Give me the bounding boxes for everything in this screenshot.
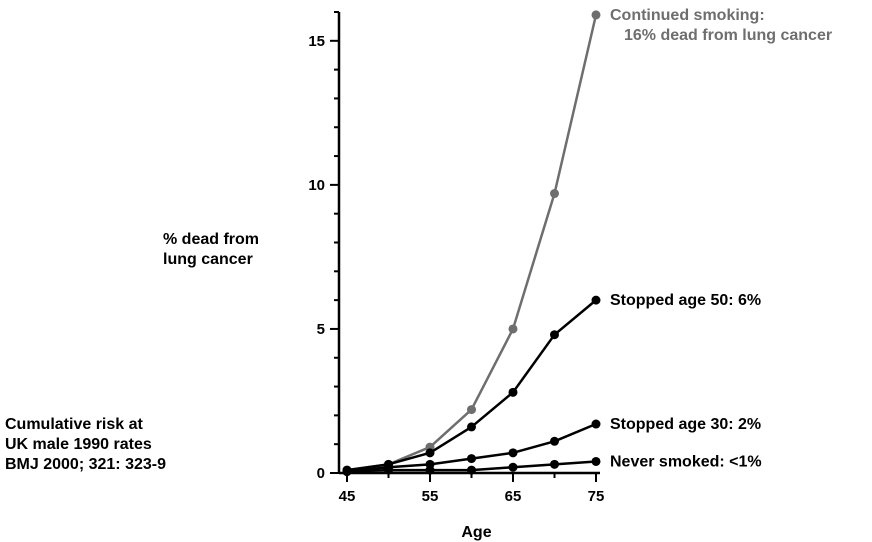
- series-1: [342, 10, 601, 475]
- y-axis-label-line-2: lung cancer: [163, 251, 253, 268]
- axes: 0 5 10 15 45 55 65 75 Age: [308, 11, 605, 541]
- series-2: [342, 295, 601, 475]
- data-point: [591, 456, 601, 466]
- y-axis-label-line-1: % dead from: [163, 231, 260, 248]
- data-point: [467, 465, 476, 475]
- y-tick-label: 5: [317, 321, 325, 338]
- series-line: [346, 299, 597, 472]
- source-note-line-3: BMJ 2000; 321: 323-9: [5, 456, 166, 473]
- series-group: [342, 10, 601, 477]
- y-tick-label: 10: [308, 177, 325, 194]
- data-point: [384, 465, 393, 475]
- data-point: [425, 465, 435, 475]
- series-end-labels: Continued smoking: 16% dead from lung can…: [610, 7, 832, 471]
- data-point: [342, 467, 352, 477]
- x-tick-label: 65: [505, 488, 522, 505]
- series-end-label: Stopped age 50: 6%: [610, 292, 761, 309]
- data-point: [550, 436, 559, 446]
- data-point: [467, 454, 476, 464]
- x-tick-label: 55: [422, 488, 439, 505]
- data-point: [591, 419, 601, 429]
- data-point: [550, 189, 559, 199]
- y-tick-label: 0: [317, 465, 325, 482]
- data-point: [550, 459, 559, 469]
- series-4: [342, 456, 601, 477]
- series-line: [346, 14, 598, 472]
- data-point: [591, 10, 601, 20]
- series-end-label: Continued smoking:: [610, 7, 765, 24]
- source-note-line-1: Cumulative risk at: [5, 416, 143, 433]
- data-point: [591, 295, 601, 305]
- data-point: [508, 387, 518, 397]
- data-point: [467, 405, 476, 415]
- series-end-label: Stopped age 30: 2%: [610, 416, 761, 433]
- source-note: Cumulative risk at UK male 1990 rates BM…: [5, 415, 166, 475]
- y-tick-label: 15: [308, 33, 325, 50]
- data-point: [508, 324, 518, 334]
- x-axis-label: Age: [461, 524, 491, 541]
- data-point: [467, 422, 476, 432]
- series-end-label: Never smoked: <1%: [610, 453, 762, 470]
- x-tick-label: 45: [339, 488, 356, 505]
- data-point: [508, 462, 518, 472]
- source-note-line-2: UK male 1990 rates: [5, 436, 152, 453]
- y-axis-label: % dead from lung cancer: [163, 230, 259, 270]
- series-end-label: 16% dead from lung cancer: [624, 27, 832, 44]
- data-point: [508, 448, 518, 458]
- data-point: [425, 448, 435, 458]
- x-tick-label: 75: [588, 488, 605, 505]
- data-point: [550, 330, 559, 340]
